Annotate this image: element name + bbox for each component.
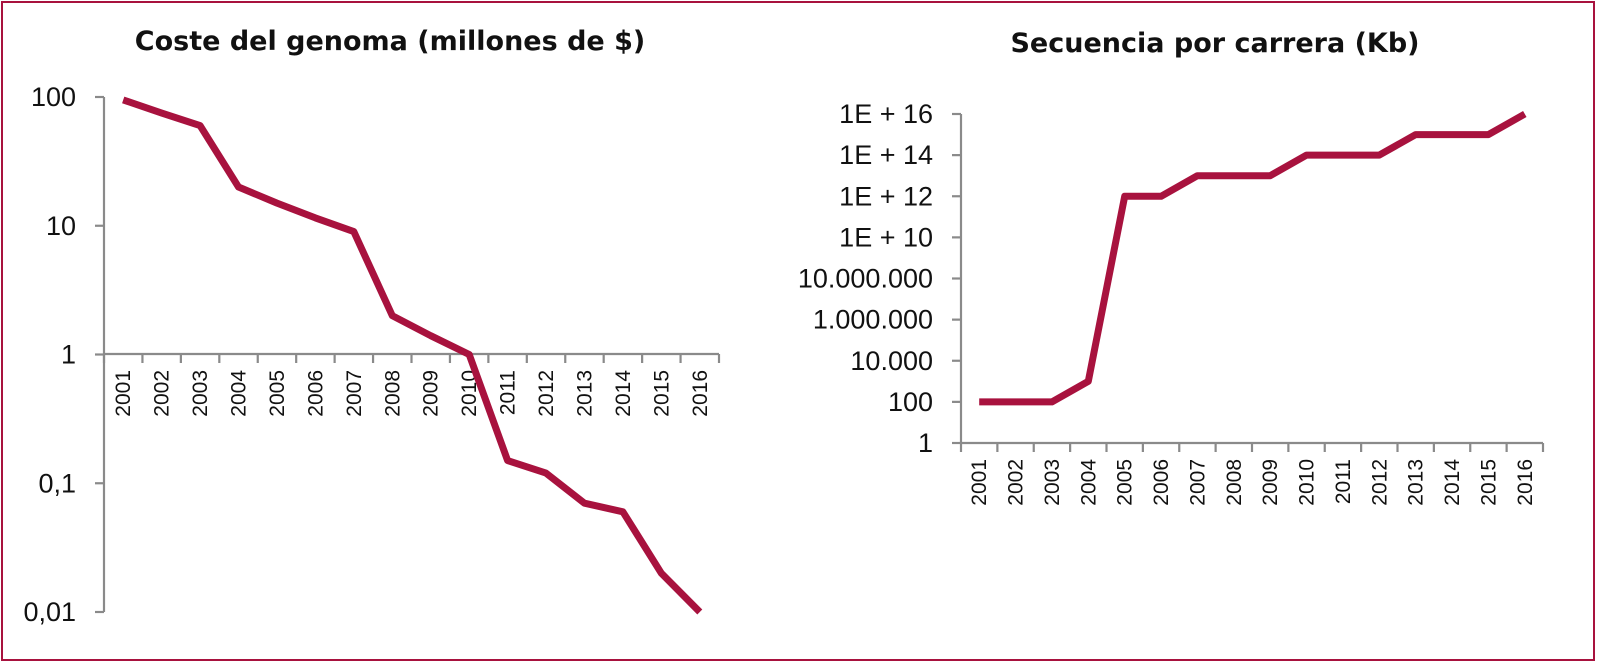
x-tick-label: 2006 bbox=[1150, 459, 1173, 506]
x-tick-label: 2009 bbox=[1259, 459, 1282, 506]
y-tick-label: 10.000.000 bbox=[798, 264, 933, 294]
genome-cost-title: Coste del genoma (millones de $) bbox=[135, 26, 645, 57]
y-tick-label: 1 bbox=[61, 340, 76, 370]
x-tick-label: 2005 bbox=[266, 370, 289, 417]
x-tick-label: 2001 bbox=[968, 459, 991, 506]
x-tick-label: 2014 bbox=[612, 370, 635, 417]
x-tick-label: 2001 bbox=[112, 370, 135, 417]
y-tick-label: 1E + 12 bbox=[839, 181, 933, 211]
x-tick-label: 2015 bbox=[650, 370, 673, 417]
y-tick-label: 1E + 14 bbox=[839, 140, 933, 170]
y-tick-label: 100 bbox=[31, 82, 76, 112]
x-tick-label: 2014 bbox=[1441, 459, 1464, 506]
x-tick-label: 2013 bbox=[1405, 459, 1428, 506]
x-tick-label: 2005 bbox=[1114, 459, 1137, 506]
x-tick-label: 2003 bbox=[1041, 459, 1064, 506]
x-tick-label: 2016 bbox=[689, 370, 712, 417]
x-tick-label: 2011 bbox=[1332, 459, 1355, 504]
x-tick-label: 2012 bbox=[1368, 459, 1391, 506]
x-tick-label: 2003 bbox=[189, 370, 212, 417]
y-tick-label: 1 bbox=[918, 428, 933, 458]
x-tick-label: 2013 bbox=[573, 370, 596, 417]
y-tick-label: 1.000.000 bbox=[813, 305, 933, 335]
x-tick-label: 2008 bbox=[1223, 459, 1246, 506]
x-tick-label: 2015 bbox=[1477, 459, 1500, 506]
x-tick-label: 2007 bbox=[1186, 459, 1209, 506]
series-line bbox=[979, 110, 1527, 406]
y-tick-label: 10 bbox=[46, 211, 76, 241]
x-tick-label: 2004 bbox=[228, 370, 251, 417]
x-tick-label: 2008 bbox=[381, 370, 404, 417]
x-tick-label: 2016 bbox=[1514, 459, 1537, 506]
x-tick-label: 2002 bbox=[151, 370, 174, 417]
y-tick-label: 1E + 10 bbox=[839, 222, 933, 252]
y-tick-label: 100 bbox=[888, 387, 933, 417]
x-tick-label: 2007 bbox=[343, 370, 366, 417]
y-tick-label: 1E + 16 bbox=[839, 99, 933, 129]
y-tick-label: 0,1 bbox=[38, 468, 76, 498]
series-line bbox=[122, 96, 703, 615]
y-tick-label: 10.000 bbox=[850, 346, 933, 376]
x-tick-label: 2010 bbox=[1296, 459, 1319, 506]
x-tick-label: 2012 bbox=[535, 370, 558, 417]
genome-cost-chart: Coste del genoma (millones de $) 100 10 1 0… bbox=[23, 26, 721, 627]
x-tick-label: 2009 bbox=[420, 370, 443, 417]
sequence-per-run-chart: Secuencia por carrera (Kb) 1E + 16 1E + 1… bbox=[798, 28, 1545, 506]
sequence-per-run-title: Secuencia por carrera (Kb) bbox=[1010, 28, 1419, 59]
x-tick-label: 2004 bbox=[1077, 459, 1100, 506]
y-tick-label: 0,01 bbox=[23, 597, 76, 627]
x-tick-label: 2011 bbox=[497, 370, 520, 415]
x-tick-label: 2006 bbox=[304, 370, 327, 417]
x-tick-label: 2002 bbox=[1005, 459, 1028, 506]
